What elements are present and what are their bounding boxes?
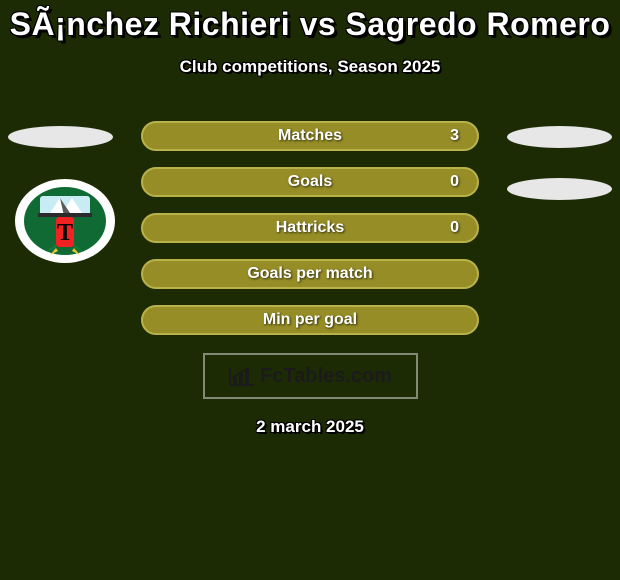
brand-box: FcTables.com	[203, 353, 418, 399]
brand-label: FcTables.com	[260, 365, 392, 388]
page-subtitle: Club competitions, Season 2025	[180, 57, 441, 77]
club-logo-left: T	[14, 178, 116, 264]
stat-label: Goals	[288, 173, 332, 191]
stat-label: Goals per match	[247, 265, 372, 283]
stat-value: 0	[450, 169, 459, 195]
stat-bar-matches: Matches 3	[141, 121, 479, 151]
stat-label: Matches	[278, 127, 342, 145]
shield-icon: T	[14, 178, 116, 264]
page-title: SÃ¡nchez Richieri vs Sagredo Romero	[10, 6, 611, 43]
bar-chart-icon	[228, 365, 256, 387]
club-logo-placeholder-right	[507, 178, 612, 200]
stat-bar-hattricks: Hattricks 0	[141, 213, 479, 243]
stat-bar-min-per-goal: Min per goal	[141, 305, 479, 335]
stat-value: 3	[450, 123, 459, 149]
stat-bar-goals: Goals 0	[141, 167, 479, 197]
stat-bar-goals-per-match: Goals per match	[141, 259, 479, 289]
svg-text:T: T	[57, 220, 73, 246]
player-photo-placeholder-right	[507, 126, 612, 148]
comparison-card: SÃ¡nchez Richieri vs Sagredo Romero Club…	[0, 0, 620, 580]
date-label: 2 march 2025	[256, 417, 364, 437]
stat-label: Min per goal	[263, 311, 357, 329]
player-photo-placeholder-left	[8, 126, 113, 148]
stat-bars: Matches 3 Goals 0 Hattricks 0 Goals per …	[141, 121, 479, 335]
stat-label: Hattricks	[276, 219, 344, 237]
stat-value: 0	[450, 215, 459, 241]
